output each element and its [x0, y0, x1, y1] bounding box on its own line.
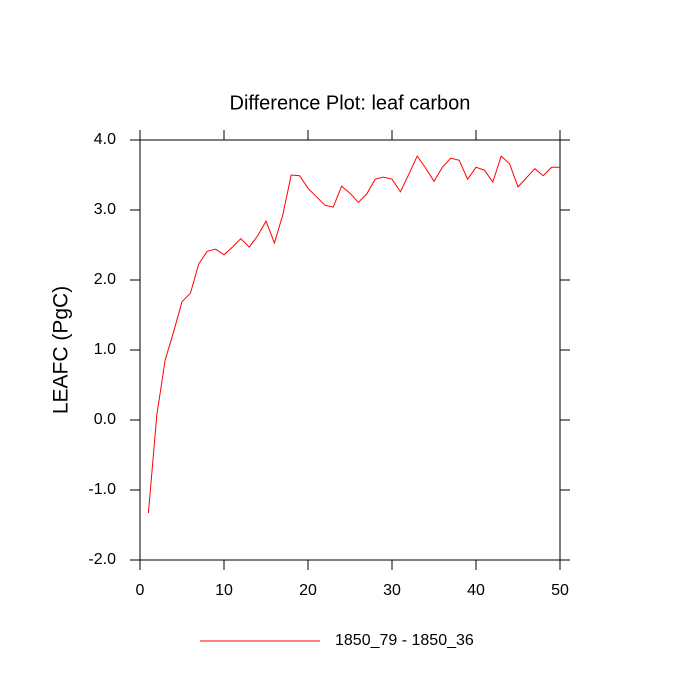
y-tick-label: 0.0 [94, 411, 116, 428]
y-axis-label: LEAFC (PgC) [50, 286, 73, 414]
y-tick-label: 1.0 [94, 341, 116, 358]
y-tick-label: 4.0 [94, 131, 116, 148]
chart-title: Difference Plot: leaf carbon [230, 92, 471, 114]
x-tick-label: 10 [215, 582, 233, 599]
x-tick-label: 40 [467, 582, 485, 599]
y-tick-label: 3.0 [94, 201, 116, 218]
plot-frame [139, 139, 561, 561]
y-tick-label: -1.0 [88, 481, 116, 498]
x-tick-label: 30 [383, 582, 401, 599]
x-tick-label: 0 [136, 582, 145, 599]
legend-label: 1850_79 - 1850_36 [335, 632, 474, 649]
data-line [147, 155, 560, 514]
y-tick-label: 2.0 [94, 271, 116, 288]
x-tick-label: 20 [299, 582, 317, 599]
y-tick-label: -2.0 [88, 551, 116, 568]
x-tick-label: 50 [551, 582, 569, 599]
